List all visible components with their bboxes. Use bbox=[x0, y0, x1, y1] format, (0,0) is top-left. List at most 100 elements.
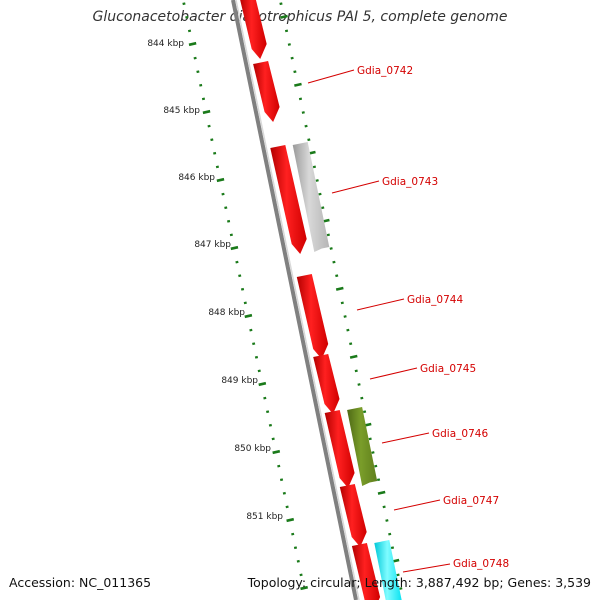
outer-scale-tick bbox=[368, 437, 372, 441]
outer-scale-tick bbox=[374, 464, 378, 468]
outer-scale-tick bbox=[371, 451, 375, 454]
inner-scale-tick bbox=[240, 287, 245, 291]
feature-gdia-0747 bbox=[339, 484, 367, 547]
inner-scale-tick bbox=[188, 41, 197, 47]
feature-gdia-0743a bbox=[270, 145, 307, 254]
feature-gdia-0748a bbox=[351, 543, 381, 600]
gene-label-gdia-0742[interactable]: Gdia_0742 bbox=[357, 65, 413, 77]
inner-scale-tick bbox=[215, 165, 220, 169]
accession-text: Accession: NC_011365 bbox=[9, 575, 152, 590]
feature-gdia-0741 bbox=[240, 0, 267, 59]
inner-scale-tick bbox=[243, 301, 247, 305]
inner-scale-tick bbox=[254, 355, 259, 359]
inner-scale-tick bbox=[268, 423, 272, 427]
feature-gdia-0743b bbox=[292, 142, 330, 252]
inner-scale-tick bbox=[257, 369, 261, 373]
inner-scale-tick bbox=[296, 559, 300, 563]
inner-scale-tick bbox=[210, 138, 214, 142]
scale-label-848: 848 kbp bbox=[208, 308, 245, 318]
outer-scale-tick bbox=[340, 301, 344, 305]
inner-scale-tick bbox=[263, 396, 267, 400]
inner-scale-tick bbox=[293, 546, 298, 550]
inner-scale-tick bbox=[230, 245, 239, 251]
inner-scale-tick bbox=[285, 505, 289, 509]
gene-label-gdia-0745[interactable]: Gdia_0745 bbox=[420, 363, 476, 375]
outer-scale-tick bbox=[326, 233, 330, 237]
outer-scale-tick bbox=[284, 29, 289, 33]
inner-scale-tick bbox=[187, 29, 192, 33]
outer-scale-tick bbox=[280, 14, 288, 19]
inner-scale-tick bbox=[249, 328, 253, 332]
inner-scale-tick bbox=[271, 437, 275, 441]
gene-features bbox=[240, 0, 402, 600]
outer-scale-tick bbox=[304, 124, 308, 128]
feature-gdia-0742 bbox=[253, 61, 280, 122]
inner-scale-tick bbox=[229, 233, 233, 237]
outer-scale-tick bbox=[298, 97, 303, 101]
outer-scale-tick bbox=[390, 546, 395, 550]
inner-scale-tick bbox=[291, 532, 295, 536]
feature-gdia-0748b bbox=[374, 540, 402, 600]
label-leader-line bbox=[402, 563, 451, 573]
gene-label-gdia-0748[interactable]: Gdia_0748 bbox=[453, 558, 509, 570]
feature-gdia-0745 bbox=[313, 354, 340, 414]
label-leader-line bbox=[381, 432, 430, 444]
feature-gdia-0746b bbox=[347, 407, 378, 486]
outer-scale-tick bbox=[321, 206, 325, 210]
gene-label-gdia-0743[interactable]: Gdia_0743 bbox=[382, 176, 438, 188]
inner-scale-tick bbox=[185, 15, 189, 19]
inner-scale-tick bbox=[238, 274, 242, 278]
inner-scale-tick bbox=[207, 124, 211, 128]
scale-label-845: 845 kbp bbox=[163, 106, 200, 116]
inner-scale-tick bbox=[202, 109, 211, 115]
inner-scale-tick bbox=[221, 192, 225, 196]
outer-scale-tick bbox=[357, 383, 361, 386]
inner-scale-tick bbox=[235, 260, 239, 264]
inner-scale-tick bbox=[286, 517, 295, 523]
inner-scale-tick bbox=[300, 585, 308, 591]
outer-scale-tick bbox=[312, 165, 317, 169]
inner-scale-tick bbox=[196, 70, 200, 74]
outer-scale-tick bbox=[290, 56, 294, 60]
outer-scale-tick bbox=[388, 532, 392, 536]
gene-label-gdia-0747[interactable]: Gdia_0747 bbox=[443, 495, 499, 507]
label-leader-line bbox=[307, 69, 355, 84]
outer-scale-tick bbox=[332, 260, 336, 264]
scale-ticks bbox=[182, 2, 403, 591]
scale-label-849: 849 kbp bbox=[221, 376, 258, 386]
inner-scale-tick bbox=[266, 410, 270, 414]
outer-scale-tick bbox=[329, 247, 333, 250]
outer-scale-tick bbox=[307, 138, 311, 142]
gene-label-gdia-0746[interactable]: Gdia_0746 bbox=[432, 428, 488, 440]
scale-label-851: 851 kbp bbox=[246, 512, 283, 522]
outer-scale-tick bbox=[293, 70, 297, 74]
inner-scale-tick bbox=[272, 449, 281, 455]
inner-scale-tick bbox=[244, 313, 253, 319]
label-leader-line bbox=[331, 180, 380, 194]
outer-scale-tick bbox=[335, 274, 339, 278]
feature-gdia-0744 bbox=[296, 274, 329, 359]
inner-scale-tick bbox=[224, 206, 228, 210]
inner-scale-tick bbox=[277, 464, 281, 468]
label-leaders bbox=[307, 69, 451, 573]
scale-label-847: 847 kbp bbox=[194, 240, 231, 250]
outer-scale-tick bbox=[354, 369, 358, 373]
genome-backbone-highlight bbox=[235, 0, 360, 600]
outer-scale-tick bbox=[382, 505, 386, 509]
outer-scale-tick bbox=[301, 111, 305, 114]
genome-stats-text: Topology: circular; Length: 3,887,492 bp… bbox=[247, 575, 591, 590]
outer-scale-tick bbox=[349, 354, 358, 359]
label-leader-line bbox=[356, 298, 405, 311]
label-leader-line bbox=[393, 499, 441, 511]
inner-scale-tick bbox=[199, 83, 203, 87]
genome-backbone bbox=[231, 0, 358, 600]
outer-scale-tick bbox=[349, 342, 353, 346]
inner-scale-tick bbox=[182, 2, 186, 6]
outer-scale-tick bbox=[318, 192, 322, 196]
scale-label-850: 850 kbp bbox=[234, 444, 271, 454]
outer-scale-tick bbox=[363, 410, 367, 414]
outer-scale-tick bbox=[294, 82, 302, 87]
gene-label-gdia-0744[interactable]: Gdia_0744 bbox=[407, 294, 463, 306]
outer-scale-tick bbox=[346, 328, 350, 332]
